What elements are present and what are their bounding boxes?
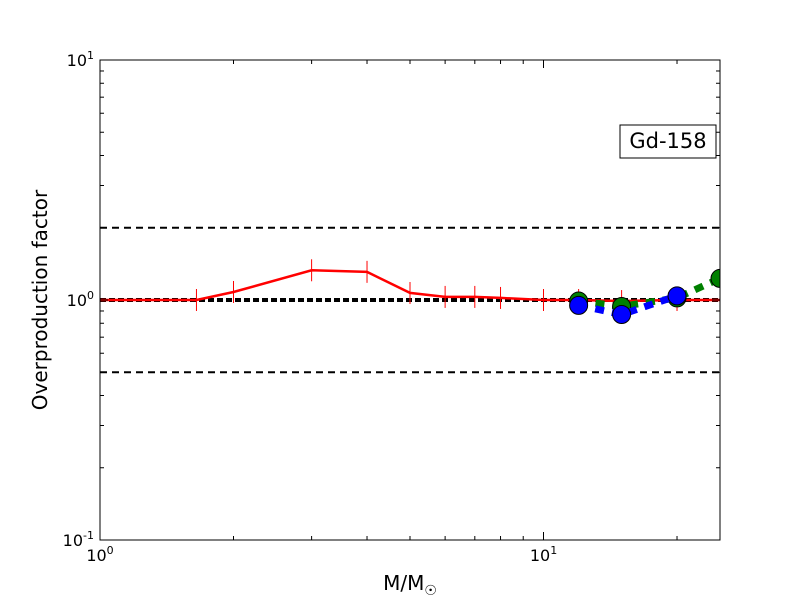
y-tick-label-1: 100 — [67, 289, 94, 310]
x-tick-label-0: 100 — [86, 544, 113, 565]
y-axis-label: Overproduction factor — [28, 189, 52, 410]
series-2-point-2 — [667, 286, 687, 306]
plot-frame — [99, 59, 721, 541]
y-tick-label-0: 10-1 — [63, 529, 94, 550]
x-axis-label: M/M☉ — [383, 571, 437, 599]
annotation-label: Gd-158 — [629, 129, 706, 153]
x-axis-label-main: M/M — [383, 571, 424, 595]
x-tick-label-1: 101 — [530, 544, 557, 565]
x-axis-label-subscript: ☉ — [424, 583, 437, 599]
series-layer — [100, 259, 720, 325]
annotation-box: Gd-158 — [619, 124, 717, 159]
series-1-point-3 — [710, 268, 720, 288]
annotation-frame — [619, 124, 717, 159]
series-2-point-0 — [569, 295, 589, 315]
y-tick-label-2: 101 — [67, 49, 94, 70]
series-2-point-1 — [612, 305, 632, 325]
